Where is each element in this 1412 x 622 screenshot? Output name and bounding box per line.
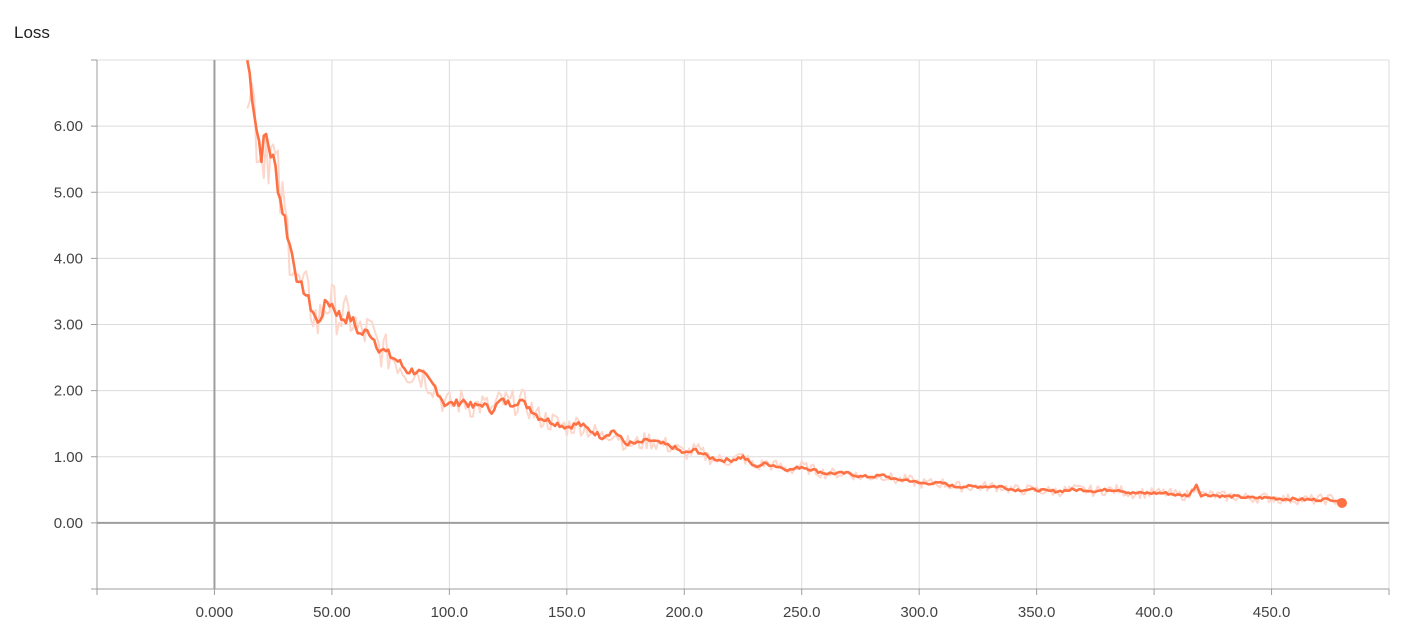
x-tick-label: 450.0 (1253, 604, 1291, 621)
raw-loss-line (246, 82, 1343, 506)
smoothed-loss-line (246, 60, 1344, 504)
y-tick-label: 4.00 (54, 250, 83, 267)
x-tick-label: 400.0 (1135, 604, 1173, 621)
x-tick-label: 50.00 (313, 604, 351, 621)
y-tick-label: 0.00 (54, 515, 83, 532)
x-tick-label: 300.0 (900, 604, 938, 621)
y-tick-label: 6.00 (54, 118, 83, 135)
y-tick-label: 2.00 (54, 383, 83, 400)
grid-layer (97, 59, 1390, 589)
y-tick-label: 1.00 (54, 449, 83, 466)
last-point-marker (1337, 498, 1348, 509)
smoothed-series-layer (246, 60, 1348, 509)
axis-layer (91, 59, 1390, 595)
x-tick-label: 0.000 (196, 604, 234, 621)
x-tick-label: 350.0 (1018, 604, 1056, 621)
chart-title: Loss (14, 23, 50, 42)
tick-label-layer: 0.000 50.00 100.0 150.0 200.0 250.0 300.0 350.0… (54, 118, 1291, 621)
y-tick-label: 3.00 (54, 317, 83, 334)
x-tick-label: 100.0 (431, 604, 469, 621)
x-tick-label: 250.0 (783, 604, 821, 621)
x-tick-label: 200.0 (665, 604, 703, 621)
x-tick-label: 150.0 (548, 604, 586, 621)
raw-series-layer (246, 82, 1343, 506)
y-tick-label: 5.00 (54, 184, 83, 201)
